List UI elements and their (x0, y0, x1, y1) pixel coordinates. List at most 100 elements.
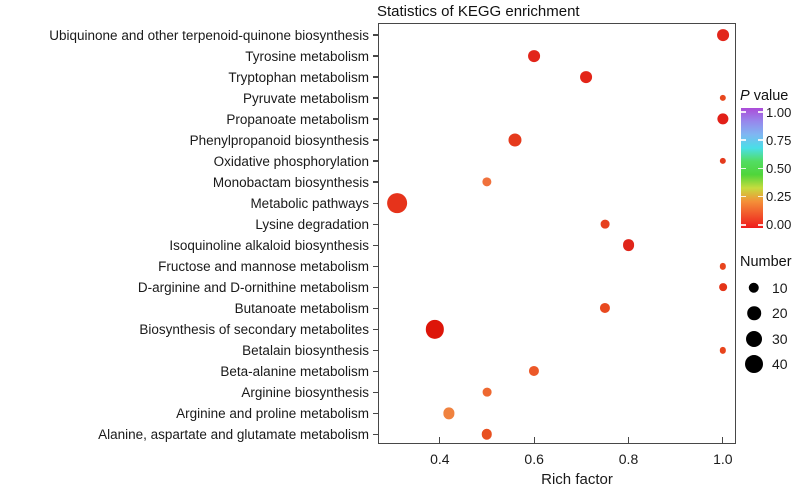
y-axis-tick (372, 349, 379, 351)
data-point (508, 133, 522, 147)
pvalue-bar-tick (758, 224, 763, 226)
pvalue-tick-label: 0.00 (766, 217, 792, 233)
pvalue-legend-title-rest: value (749, 88, 789, 104)
x-axis-tick-label: 1.0 (713, 451, 733, 467)
data-point (387, 193, 408, 214)
y-axis-label: Fructose and mannose metabolism (158, 258, 369, 274)
y-axis-tick (372, 202, 379, 204)
y-axis-label: Oxidative phosphorylation (213, 153, 369, 169)
data-point (622, 239, 635, 252)
x-axis-tick (627, 436, 630, 444)
data-point (718, 283, 727, 292)
data-point (600, 219, 610, 229)
y-axis-label: Pyruvate metabolism (242, 90, 369, 106)
data-point (599, 303, 610, 314)
y-axis-label: Biosynthesis of secondary metabolites (139, 321, 369, 337)
data-point (719, 347, 727, 354)
pvalue-tick-label: 0.25 (766, 189, 792, 205)
y-axis-label: D-arginine and D-ornithine metabolism (137, 279, 369, 295)
y-axis-tick (372, 328, 379, 330)
pvalue-tick-label: 0.75 (766, 132, 792, 148)
number-legend-circle (747, 306, 761, 321)
data-point (716, 29, 729, 41)
y-axis-tick (372, 223, 379, 225)
x-axis-tick-label: 0.6 (524, 451, 544, 467)
y-axis-tick (372, 76, 379, 78)
data-point (719, 94, 727, 102)
y-axis-label: Beta-alanine metabolism (220, 363, 369, 379)
number-legend-label: 30 (772, 330, 788, 347)
plot-area (378, 23, 736, 444)
pvalue-tick-label: 1.00 (766, 104, 792, 120)
y-axis-label: Betalain biosynthesis (242, 342, 369, 358)
pvalue-tick-label: 0.50 (766, 160, 792, 176)
number-legend-circle (746, 330, 762, 347)
number-legend-title: Number (740, 254, 792, 270)
x-axis-tick-label: 0.4 (430, 451, 450, 467)
y-axis-label: Lysine degradation (255, 216, 369, 232)
x-axis-tick (439, 436, 441, 444)
y-axis-tick (372, 307, 379, 309)
y-axis-label: Tryptophan metabolism (228, 69, 369, 85)
x-axis-tick (722, 436, 724, 444)
y-axis-tick (372, 286, 379, 288)
pvalue-bar-tick (741, 224, 746, 226)
y-axis-tick (372, 412, 379, 414)
number-legend-circle (748, 282, 760, 294)
data-point (482, 177, 492, 187)
y-axis-label: Alanine, aspartate and glutamate metabol… (98, 426, 369, 442)
pvalue-bar-tick (758, 195, 763, 198)
data-point (443, 407, 455, 419)
data-point (580, 71, 592, 83)
number-legend-label: 40 (772, 356, 788, 373)
x-axis-tick-label: 0.8 (618, 451, 639, 467)
y-axis-label: Monobactam biosynthesis (212, 174, 369, 190)
y-axis-tick (372, 244, 379, 246)
y-axis-tick (372, 181, 379, 183)
pvalue-bar-tick (758, 139, 763, 141)
number-legend-label: 20 (772, 305, 788, 322)
y-axis-tick (372, 139, 379, 141)
y-axis-tick (372, 370, 379, 372)
y-axis-tick (372, 97, 379, 99)
data-point (717, 113, 729, 125)
y-axis-tick (372, 34, 379, 36)
pvalue-legend-title: P value (740, 88, 788, 104)
y-axis-label: Ubiquinone and other terpenoid-quinone b… (49, 27, 369, 43)
y-axis-label: Arginine and proline metabolism (176, 405, 369, 421)
number-legend-label: 10 (772, 280, 788, 296)
y-axis-label: Arginine biosynthesis (241, 384, 369, 400)
pvalue-bar-tick (741, 195, 746, 198)
y-axis-label: Isoquinoline alkaloid biosynthesis (169, 237, 369, 253)
chart-title: Statistics of KEGG enrichment (377, 3, 580, 20)
pvalue-bar-tick (741, 139, 746, 141)
y-axis-label: Metabolic pathways (250, 195, 369, 211)
y-axis-label: Tyrosine metabolism (245, 48, 369, 64)
y-axis-tick (372, 433, 379, 436)
data-point (528, 50, 541, 62)
y-axis-tick (372, 265, 379, 267)
y-axis-tick (372, 55, 379, 57)
y-axis-tick (372, 391, 379, 393)
data-point (719, 263, 727, 270)
pvalue-gradient-bar (741, 108, 763, 228)
pvalue-legend-title-p: P (740, 88, 750, 104)
data-point (425, 320, 445, 339)
pvalue-bar-tick (741, 167, 746, 170)
y-axis-tick (372, 118, 379, 120)
y-axis-label: Propanoate metabolism (226, 111, 369, 127)
y-axis-label: Phenylpropanoid biosynthesis (189, 132, 369, 148)
pvalue-bar-tick (758, 111, 763, 113)
y-axis-label: Butanoate metabolism (234, 300, 369, 316)
pvalue-bar-tick (758, 167, 763, 170)
x-axis-title: Rich factor (541, 471, 613, 488)
y-axis-tick (372, 160, 379, 162)
pvalue-bar-tick (741, 111, 746, 113)
data-point (529, 366, 540, 377)
x-axis-tick (533, 436, 535, 444)
data-point (482, 387, 492, 397)
data-point (481, 429, 493, 440)
data-point (719, 157, 727, 165)
number-legend-circle (745, 355, 763, 374)
